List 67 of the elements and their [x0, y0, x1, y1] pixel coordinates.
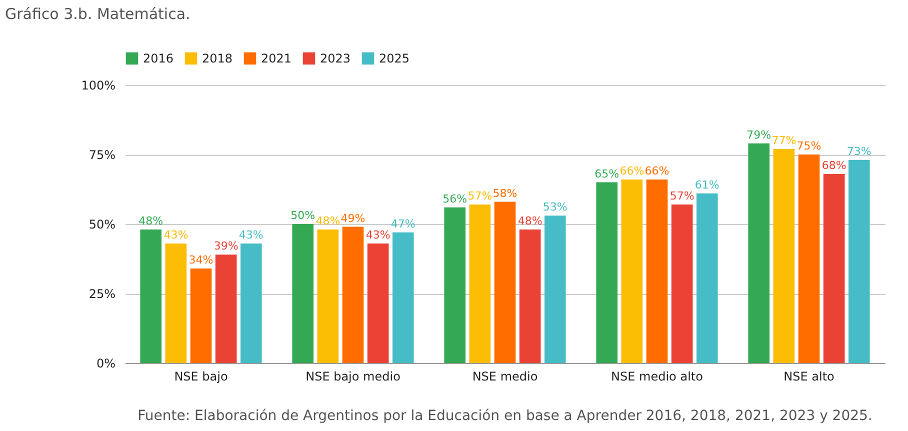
bar: [798, 154, 820, 363]
data-label: 39%: [214, 240, 238, 253]
bar: [140, 230, 162, 363]
bar: [444, 207, 466, 363]
bar: [519, 230, 541, 363]
data-label: 79%: [746, 128, 772, 142]
data-label: 43%: [164, 228, 188, 242]
data-label: 68%: [822, 158, 846, 172]
data-label: 48%: [138, 214, 164, 228]
bar: [823, 174, 845, 363]
y-tick-label: 75%: [88, 148, 116, 162]
bar: [367, 243, 389, 363]
x-tick-label: NSE bajo medio: [306, 370, 400, 384]
bar: [165, 243, 187, 363]
bar: [596, 182, 618, 363]
legend-label: 2018: [202, 51, 233, 66]
data-label: 77%: [772, 134, 796, 147]
data-label: 49%: [340, 212, 366, 225]
data-label: 53%: [542, 200, 568, 214]
data-label: 58%: [492, 186, 518, 200]
bar: [494, 202, 516, 363]
bar: [215, 254, 237, 363]
data-label: 73%: [846, 145, 872, 158]
source-note: Fuente: Elaboración de Argentinos por la Educación en base a Aprender 2016, 2018, 2021, 2023 y 2025.: [136, 408, 874, 424]
data-label: 57%: [468, 190, 492, 203]
data-label: 50%: [290, 209, 316, 222]
y-tick-label: 0%: [96, 356, 116, 370]
chart-title: Gráfico 3.b. Matemática.: [5, 5, 190, 23]
bar: [240, 243, 262, 363]
data-label: 34%: [188, 253, 214, 266]
bar: [292, 224, 314, 363]
bar: [748, 143, 770, 363]
data-label: 66%: [644, 164, 670, 178]
data-label: 43%: [366, 228, 390, 242]
data-label: 75%: [796, 140, 822, 152]
bar: [671, 204, 693, 363]
x-tick-label: NSE alto: [784, 370, 834, 384]
x-tick-label: NSE medio: [472, 370, 538, 384]
legend-label: 2025: [379, 51, 410, 66]
bar: [392, 232, 414, 363]
data-label: 65%: [594, 167, 620, 180]
data-label: 43%: [238, 228, 264, 242]
bar: [342, 226, 364, 363]
bar: [696, 193, 718, 363]
y-tick-label: 100%: [81, 78, 116, 92]
data-label: 48%: [518, 214, 542, 228]
bar: [190, 268, 212, 363]
data-label: 48%: [316, 214, 340, 228]
legend-label: 2021: [261, 51, 292, 66]
bar: [621, 180, 643, 363]
bar: [848, 160, 870, 363]
x-tick-label: NSE medio alto: [611, 370, 703, 384]
legend-label: 2023: [320, 51, 351, 66]
bar: [317, 230, 339, 363]
legend-label: 2016: [143, 51, 174, 66]
data-label: 56%: [442, 192, 468, 206]
data-label: 61%: [694, 178, 720, 192]
bar: [773, 148, 795, 363]
data-label: 47%: [390, 217, 416, 230]
x-tick-label: NSE bajo: [174, 370, 228, 384]
bar: [544, 216, 566, 363]
y-tick-label: 50%: [88, 218, 116, 232]
data-label: 66%: [620, 164, 644, 178]
data-label: 57%: [670, 190, 694, 203]
bar: [469, 204, 491, 363]
bar: [646, 180, 668, 363]
y-tick-label: 25%: [88, 287, 116, 301]
